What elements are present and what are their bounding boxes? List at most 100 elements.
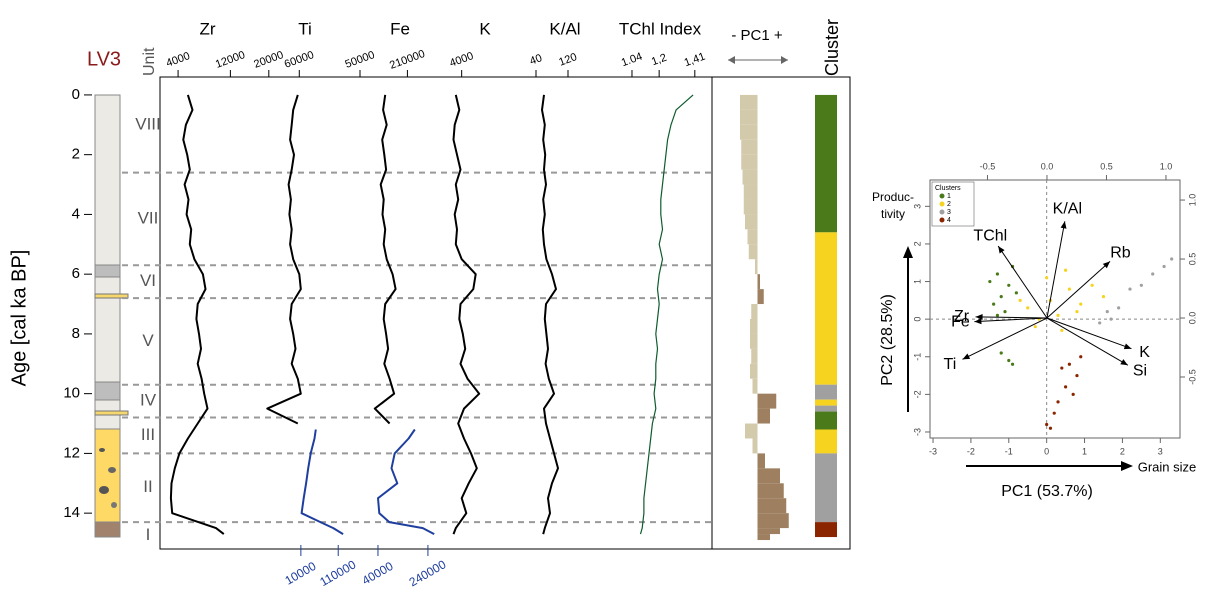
score-point xyxy=(1067,362,1071,366)
legend-marker xyxy=(939,217,945,223)
legend-marker xyxy=(939,201,945,207)
score-point xyxy=(1101,294,1106,299)
pc1-bar xyxy=(750,363,758,379)
arrowhead xyxy=(1123,343,1132,350)
x-tick-label: -1 xyxy=(1005,446,1013,456)
score-point xyxy=(1014,291,1018,295)
track-name: Fe xyxy=(390,19,410,38)
arrowhead xyxy=(903,246,913,258)
y2-tick-label: 0.0 xyxy=(1187,312,1197,325)
unit-label: IV xyxy=(140,391,157,410)
litho-clast xyxy=(99,486,109,494)
y-tick-label: 2 xyxy=(72,146,80,163)
pc1-bar xyxy=(757,453,765,469)
litho-base xyxy=(94,521,121,538)
score-point xyxy=(1162,264,1166,269)
unit-label: II xyxy=(143,477,152,496)
arrowhead xyxy=(962,353,971,360)
profile-curve xyxy=(169,94,225,535)
score-point xyxy=(1075,373,1079,378)
legend-label: 1 xyxy=(947,193,951,200)
pc1-bar xyxy=(755,259,758,275)
score-point xyxy=(1139,283,1143,287)
loading-label: Rb xyxy=(1110,245,1131,262)
litho-tephra xyxy=(94,293,129,299)
y-tick-label: 14 xyxy=(63,504,80,521)
score-point xyxy=(1007,283,1011,287)
track-name: K/Al xyxy=(549,19,580,38)
litho-clast xyxy=(99,448,105,452)
cluster-segment xyxy=(815,522,837,538)
loading-label: K xyxy=(1139,344,1150,361)
unit-header: Unit xyxy=(141,47,158,76)
lower-curve xyxy=(300,429,344,535)
productivity-label: Produc- xyxy=(872,190,914,204)
arrowhead xyxy=(1121,461,1133,471)
loading-label: TChl xyxy=(973,227,1007,244)
pc1-bar xyxy=(752,438,758,454)
cluster-segment xyxy=(815,399,837,406)
y-tick-label: 1 xyxy=(912,279,922,284)
unit-label: V xyxy=(142,331,154,350)
loading-arrow xyxy=(962,317,1048,360)
x-tick-label: 0 xyxy=(1044,446,1049,456)
lithology xyxy=(94,94,129,538)
score-point xyxy=(1079,355,1083,359)
pc1-bar xyxy=(750,318,758,334)
pc1-bar xyxy=(757,534,770,541)
x2-tick-label: -0.5 xyxy=(980,161,996,171)
arrowhead xyxy=(974,318,982,325)
profile-curve xyxy=(639,94,694,535)
arrowhead xyxy=(1060,221,1067,229)
score-point xyxy=(992,302,996,306)
arrowhead xyxy=(998,246,1005,254)
y-tick-label: 0 xyxy=(912,317,922,322)
litho-band xyxy=(94,264,121,278)
loading-arrow xyxy=(974,317,1047,323)
score-point xyxy=(1060,366,1064,370)
score-point xyxy=(1151,272,1155,276)
pc1-bar xyxy=(757,274,760,290)
y-tick-label: 8 xyxy=(72,325,80,342)
cluster-label: Cluster xyxy=(822,19,842,76)
score-point xyxy=(1010,362,1015,366)
loading-arrow xyxy=(1046,221,1066,319)
loading-arrow xyxy=(997,245,1048,319)
score-point xyxy=(1064,268,1068,272)
loading-arrow xyxy=(1046,317,1129,366)
track-name: Zr xyxy=(199,19,215,38)
pc1-frame xyxy=(711,76,851,550)
y-tick-label: 2 xyxy=(912,241,922,246)
cluster-segment xyxy=(815,232,837,385)
score-point xyxy=(1056,313,1060,317)
cluster-segment xyxy=(815,411,837,430)
pc1-bar xyxy=(757,513,789,529)
y-tick-label: -3 xyxy=(912,428,922,436)
x2-tick-label: 0.0 xyxy=(1041,161,1054,171)
profile-curve xyxy=(541,94,559,535)
legend-label: 3 xyxy=(947,209,951,216)
score-point xyxy=(1128,287,1132,291)
y-axis-label: Age [cal ka BP] xyxy=(8,250,30,387)
y-tick-label: -2 xyxy=(912,390,922,398)
pc1-bar xyxy=(745,214,758,230)
unit-label: VII xyxy=(138,208,159,227)
pc1-bar xyxy=(757,468,780,484)
profile-curve xyxy=(266,94,302,425)
pc1-bar xyxy=(751,304,758,319)
score-point xyxy=(995,313,1000,317)
x-tick-label: 1,2 xyxy=(650,52,668,69)
loading-label: Si xyxy=(1133,362,1147,379)
y-tick-label: 3 xyxy=(912,204,922,209)
score-point xyxy=(1067,287,1071,291)
y-axis-label: PC2 (28.5%) xyxy=(879,294,896,386)
x-tick-label: 3 xyxy=(1158,446,1163,456)
pc1-bar xyxy=(742,169,758,185)
pc1-bar xyxy=(745,423,758,439)
pc1-label: - PC1 + xyxy=(731,27,783,44)
pc1-bar xyxy=(741,154,758,170)
score-point xyxy=(1056,400,1060,404)
score-point xyxy=(1060,328,1064,333)
score-point xyxy=(1117,306,1121,310)
